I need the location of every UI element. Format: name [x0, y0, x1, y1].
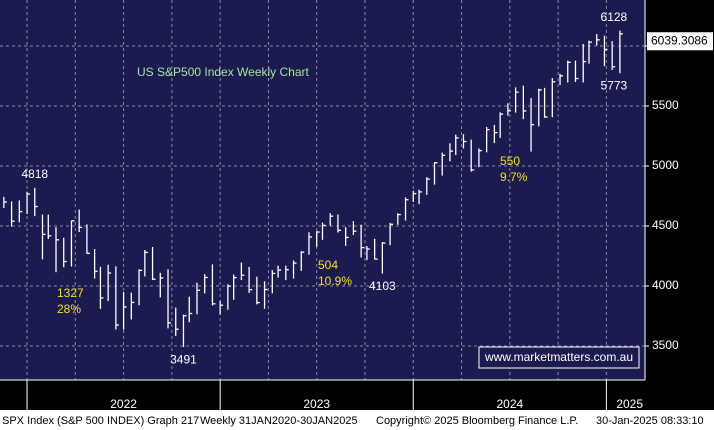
- chart-title: US S&P500 Index Weekly Chart: [137, 65, 310, 79]
- footer-text: SPX Index (S&P 500 INDEX) Graph 217: [2, 415, 199, 427]
- y-tick-label: 4000: [652, 278, 679, 292]
- x-tick-label: 2023: [303, 397, 330, 411]
- annotation: 10.9%: [318, 274, 352, 288]
- bars: [3, 30, 623, 348]
- y-tick-label: 5000: [652, 158, 679, 172]
- x-tick-label: 2024: [496, 397, 523, 411]
- annotation: 550: [500, 154, 520, 168]
- footer-text: Copyright© 2025 Bloomberg Finance L.P.: [376, 415, 578, 427]
- labels: 4818 3491 4103 6128 5773 1327 28% 504 10.9% 550 9.…: [2, 10, 713, 427]
- last-price-box: [647, 32, 713, 51]
- y-tick-label: 5500: [652, 98, 679, 112]
- extreme-label: 5773: [601, 78, 628, 92]
- y-tick-label: 3500: [652, 338, 679, 352]
- extreme-label: 4818: [21, 167, 48, 181]
- extreme-label: 4103: [369, 279, 396, 293]
- annotation: 28%: [57, 302, 81, 316]
- x-tick-label: 2022: [110, 397, 137, 411]
- annotation: 1327: [57, 286, 84, 300]
- extreme-label: 6128: [601, 10, 628, 24]
- y-tick-label: 4500: [652, 218, 679, 232]
- footer-text: 30-Jan-2025 08:33:10: [596, 415, 704, 427]
- website: www.marketmatters.com.au: [484, 350, 633, 364]
- last-price: 6039.3086: [651, 33, 708, 47]
- x-tick-label: 2025: [616, 397, 643, 411]
- annotation: 504: [318, 258, 338, 272]
- website-box: [478, 346, 640, 369]
- annotation: 9.7%: [500, 170, 528, 184]
- footer-text: Weekly 31JAN2020-30JAN2025: [200, 415, 358, 427]
- grid: 3500400045005000550060002022202320242025: [0, 0, 679, 411]
- footer-bar: [0, 410, 714, 430]
- plot-area: [0, 0, 645, 380]
- extreme-label: 3491: [170, 352, 197, 366]
